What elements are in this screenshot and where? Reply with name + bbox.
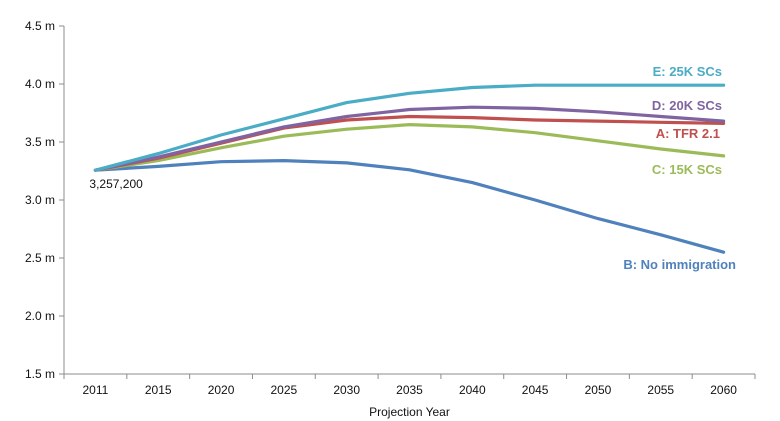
x-tick-label: 2045 [522,383,549,397]
series-line-c [93,122,726,172]
y-tick-label: 1.5 m [25,367,55,381]
x-tick-label: 2020 [208,383,235,397]
series-lines [93,83,726,254]
series-labels: E: 25K SCs D: 20K SCs A: TFR 2.1 C: 15K SCs… [89,64,736,272]
series-label-b: B: No immigration [623,257,736,272]
series-label-e: E: 25K SCs [653,64,722,79]
series-line-e [93,83,726,172]
x-axis-title: Projection Year [369,405,450,419]
series-label-a: A: TFR 2.1 [656,126,720,141]
y-tick-label: 2.5 m [25,251,55,265]
x-tick-label: 2055 [647,383,674,397]
series-label-c: C: 15K SCs [652,162,722,177]
y-tick-label: 3.5 m [25,135,55,149]
y-tick-label: 4.5 m [25,19,55,33]
y-tick-label: 3.0 m [25,193,55,207]
axes: 1.5 m 2.0 m 2.5 m 3.0 m 3.5 m 4.0 m 4.5 m 2011 2… [25,19,756,397]
x-tick-label: 2040 [459,383,486,397]
start-value-label: 3,257,200 [89,177,143,191]
x-tick-label: 2030 [333,383,360,397]
y-tick-label: 2.0 m [25,309,55,323]
x-tick-label: 2011 [83,383,109,397]
x-tick-label: 2050 [585,383,612,397]
x-tick-label: 2035 [396,383,423,397]
x-tick-label: 2025 [271,383,298,397]
x-tick-label: 2060 [710,383,737,397]
y-tick-label: 4.0 m [25,77,55,91]
x-tick-label: 2015 [145,383,172,397]
series-line-b [93,159,726,254]
series-label-d: D: 20K SCs [652,98,722,113]
series-line-d [93,105,726,172]
